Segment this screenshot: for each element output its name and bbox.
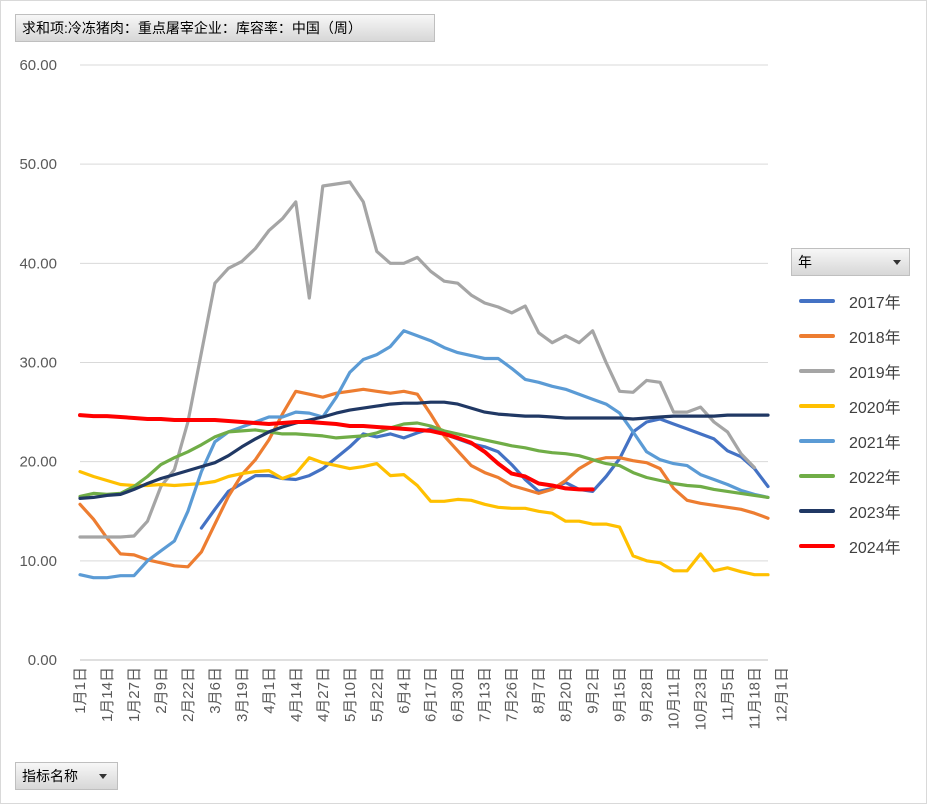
x-tick-label: 9月28日 <box>639 667 656 722</box>
x-tick-label: 8月7日 <box>531 667 548 714</box>
x-tick-label: 4月1日 <box>261 667 278 714</box>
y-tick-label: 20.00 <box>19 454 57 471</box>
legend-swatch <box>799 333 835 338</box>
legend: 2017年 2018年 2019年 2020年 2021年 2022年 2023年 2024年 <box>795 283 920 563</box>
value-field-label: 求和项:冷冻猪肉：重点屠宰企业：库容率：中国（周） <box>22 20 362 36</box>
legend-item[interactable]: 2022年 <box>795 458 920 493</box>
series-line-2023年 <box>78 400 770 500</box>
x-tick-label: 12月1日 <box>773 667 790 722</box>
x-tick-label: 11月5日 <box>720 667 737 721</box>
legend-label: 2021年 <box>849 434 901 452</box>
x-tick-label: 2月9日 <box>153 667 170 714</box>
series-line-2024年 <box>78 413 595 492</box>
series-line-2020年 <box>78 456 770 577</box>
x-tick-label: 10月23日 <box>693 667 710 730</box>
x-tick-label: 4月27日 <box>315 667 332 722</box>
legend-item[interactable]: 2020年 <box>795 388 920 423</box>
dropdown-arrow-icon[interactable] <box>99 774 107 779</box>
legend-swatch <box>799 298 835 303</box>
x-tick-label: 1月27日 <box>126 667 143 722</box>
x-tick-label: 9月2日 <box>585 667 602 714</box>
y-tick-label: 50.00 <box>19 156 57 173</box>
legend-item[interactable]: 2023年 <box>795 493 920 528</box>
x-tick-label: 6月30日 <box>450 667 467 722</box>
y-tick-label: 40.00 <box>19 255 57 272</box>
legend-item[interactable]: 2018年 <box>795 318 920 353</box>
year-field-button[interactable]: 年 <box>791 248 910 276</box>
x-tick-label: 2月22日 <box>180 667 197 722</box>
x-tick-label: 6月17日 <box>423 667 440 722</box>
x-tick-label: 7月13日 <box>477 667 494 722</box>
series-line-2021年 <box>78 329 770 580</box>
legend-label: 2024年 <box>849 539 901 557</box>
x-tick-label: 11月18日 <box>747 667 764 729</box>
legend-swatch <box>799 368 835 373</box>
legend-label: 2019年 <box>849 364 901 382</box>
legend-swatch <box>799 543 835 548</box>
y-tick-label: 0.00 <box>28 652 57 669</box>
series-line-2022年 <box>78 421 770 499</box>
legend-label: 2022年 <box>849 469 901 487</box>
legend-label: 2018年 <box>849 329 901 347</box>
legend-swatch <box>799 508 835 513</box>
x-tick-label: 1月14日 <box>99 667 116 722</box>
legend-item[interactable]: 2024年 <box>795 528 920 563</box>
x-tick-label: 7月26日 <box>504 667 521 722</box>
x-tick-label: 1月1日 <box>72 667 89 714</box>
x-tick-label: 5月10日 <box>342 667 359 722</box>
legend-swatch <box>799 403 835 408</box>
x-tick-label: 4月14日 <box>288 667 305 722</box>
series-line-2017年 <box>199 417 770 530</box>
x-tick-label: 3月6日 <box>207 667 224 714</box>
legend-item[interactable]: 2019年 <box>795 353 920 388</box>
legend-label: 2017年 <box>849 294 901 312</box>
indicator-field-button[interactable]: 指标名称 <box>15 762 118 790</box>
x-tick-label: 5月22日 <box>369 667 386 722</box>
year-field-label: 年 <box>798 254 812 270</box>
x-tick-label: 9月15日 <box>612 667 629 722</box>
x-tick-label: 8月20日 <box>558 667 575 722</box>
y-tick-label: 30.00 <box>19 355 57 372</box>
legend-swatch <box>799 473 835 478</box>
x-tick-label: 10月11日 <box>666 667 683 729</box>
y-tick-label: 60.00 <box>19 57 57 74</box>
dropdown-arrow-icon[interactable] <box>893 260 901 265</box>
legend-item[interactable]: 2021年 <box>795 423 920 458</box>
x-tick-label: 6月4日 <box>396 667 413 714</box>
x-tick-label: 3月19日 <box>234 667 251 722</box>
series-line-2019年 <box>78 180 757 539</box>
legend-item[interactable]: 2017年 <box>795 283 920 318</box>
value-field-button[interactable]: 求和项:冷冻猪肉：重点屠宰企业：库容率：中国（周） <box>15 14 435 42</box>
legend-label: 2023年 <box>849 504 901 522</box>
line-chart: 0.00 10.00 20.00 30.00 40.00 50.00 60.00 1月1日 1月… <box>19 57 790 730</box>
legend-label: 2020年 <box>849 399 901 417</box>
legend-swatch <box>799 438 835 443</box>
indicator-field-label: 指标名称 <box>22 768 78 784</box>
y-tick-label: 10.00 <box>19 553 57 570</box>
